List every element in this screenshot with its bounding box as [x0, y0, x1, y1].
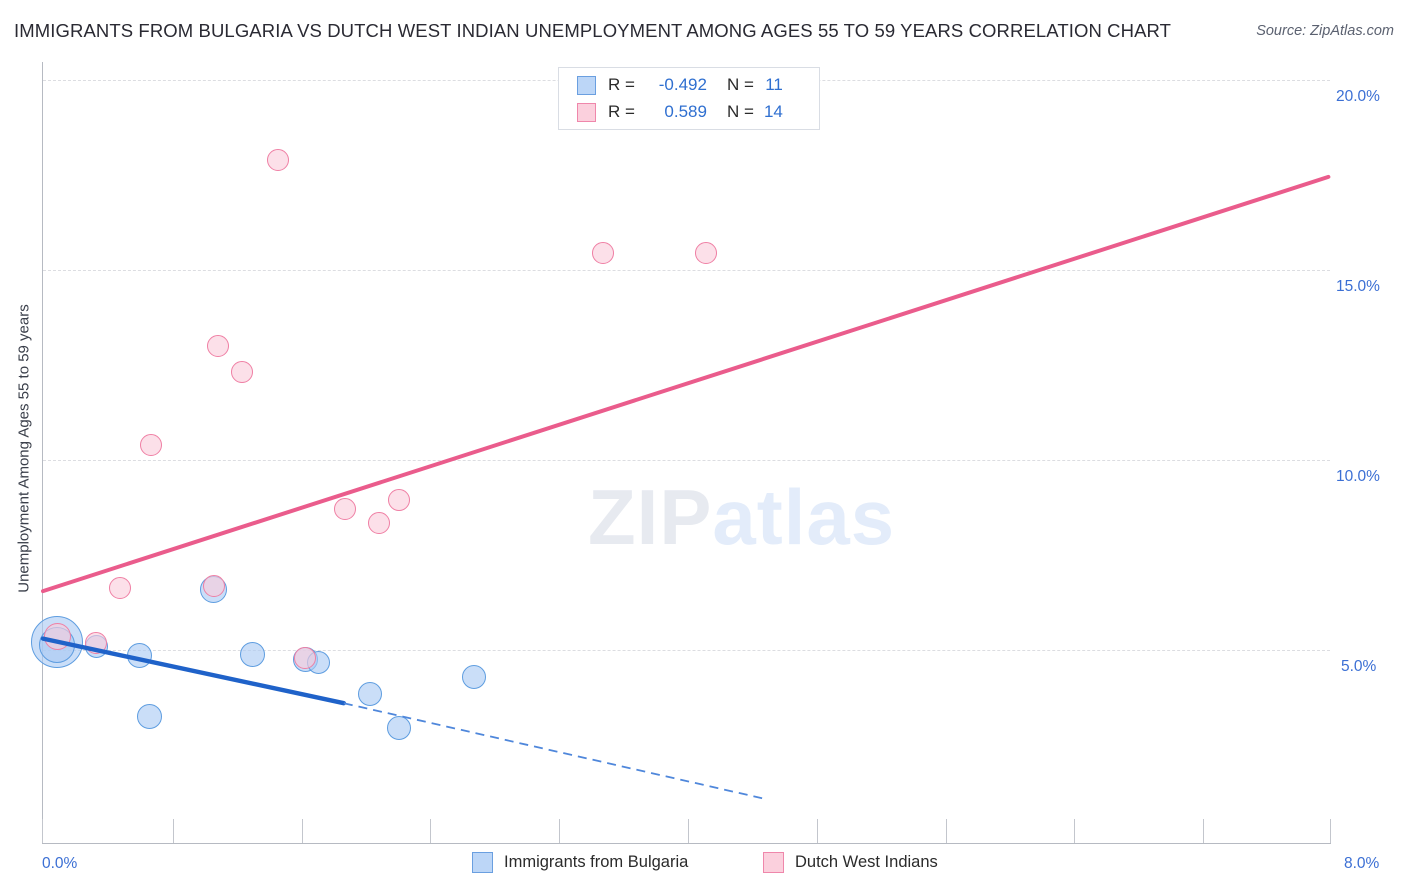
data-point	[387, 488, 410, 511]
x-tick-10	[1330, 819, 1331, 843]
x-tick-label-max: 8.0%	[1344, 855, 1380, 872]
x-tick-0	[42, 819, 43, 843]
data-point	[202, 575, 225, 598]
series-legend-swatch-blue-icon	[472, 851, 493, 873]
gridline-10	[43, 460, 1330, 461]
x-tick-1	[173, 819, 174, 843]
x-tick-8	[1074, 819, 1075, 843]
data-point	[357, 681, 382, 706]
stats-legend: R = -0.492 N = 11 R = 0.589 N = 14	[558, 67, 820, 130]
data-point	[127, 643, 153, 669]
data-point	[266, 148, 289, 171]
series-legend-swatch-pink-icon	[763, 851, 784, 873]
data-point	[334, 498, 357, 521]
x-tick-4	[559, 819, 560, 843]
watermark: ZIPatlas	[588, 472, 895, 563]
x-tick-2	[302, 819, 303, 843]
x-tick-6	[817, 819, 818, 843]
series-legend-label-pink: Dutch West Indians	[795, 852, 938, 871]
series-legend-immigrants-bulgaria[interactable]: Immigrants from Bulgaria	[472, 849, 688, 875]
legend-n-value-blue: 11	[765, 75, 783, 94]
legend-n-label-pink: N =	[726, 102, 754, 121]
data-point	[139, 433, 162, 456]
x-axis-line	[42, 843, 1331, 844]
stats-legend-row-blue: R = -0.492 N = 11	[577, 72, 783, 98]
watermark-atlas: atlas	[712, 473, 896, 561]
series-legend-label-blue: Immigrants from Bulgaria	[504, 852, 689, 871]
y-axis-title: Unemployment Among Ages 55 to 59 years	[15, 304, 33, 593]
legend-n-value-pink: 14	[763, 102, 783, 121]
source-attribution: Source: ZipAtlas.com	[1256, 23, 1394, 39]
data-point	[386, 715, 411, 740]
data-point	[109, 577, 132, 600]
legend-n-label-blue: N =	[726, 75, 754, 94]
data-point	[231, 360, 254, 383]
stats-legend-row-pink: R = 0.589 N = 14	[577, 99, 783, 125]
gridline-15	[43, 270, 1330, 271]
y-tick-label-10: 10.0%	[1336, 468, 1380, 485]
legend-r-label-blue: R =	[608, 75, 635, 94]
x-tick-9	[1203, 819, 1204, 843]
x-tick-5	[688, 819, 689, 843]
y-tick-label-5: 5.0%	[1341, 658, 1377, 675]
chart-header: IMMIGRANTS FROM BULGARIA VS DUTCH WEST I…	[14, 20, 1394, 46]
data-point	[694, 241, 717, 264]
legend-swatch-pink-icon	[577, 102, 596, 122]
data-point	[368, 511, 391, 534]
y-tick-label-15: 15.0%	[1336, 278, 1380, 295]
data-point	[43, 623, 71, 651]
x-tick-7	[946, 819, 947, 843]
series-legend-dutch-west-indians[interactable]: Dutch West Indians	[763, 849, 938, 875]
data-point	[207, 335, 230, 357]
data-point	[462, 665, 487, 690]
watermark-zip: ZIP	[588, 473, 713, 561]
legend-r-value-pink: 0.589	[664, 102, 707, 121]
data-point	[136, 704, 162, 729]
x-tick-label-min: 0.0%	[42, 855, 78, 872]
data-point	[294, 646, 317, 669]
x-tick-3	[430, 819, 431, 843]
legend-r-label-pink: R =	[608, 102, 635, 121]
plot-area: ZIPatlas	[31, 62, 1330, 843]
legend-r-value-blue: -0.492	[658, 75, 707, 94]
data-point	[591, 241, 614, 264]
gridline-5	[43, 650, 1330, 651]
data-point	[239, 642, 265, 668]
y-tick-label-20: 20.0%	[1336, 88, 1380, 105]
page-title: IMMIGRANTS FROM BULGARIA VS DUTCH WEST I…	[14, 20, 1172, 41]
legend-swatch-blue-icon	[577, 75, 596, 95]
